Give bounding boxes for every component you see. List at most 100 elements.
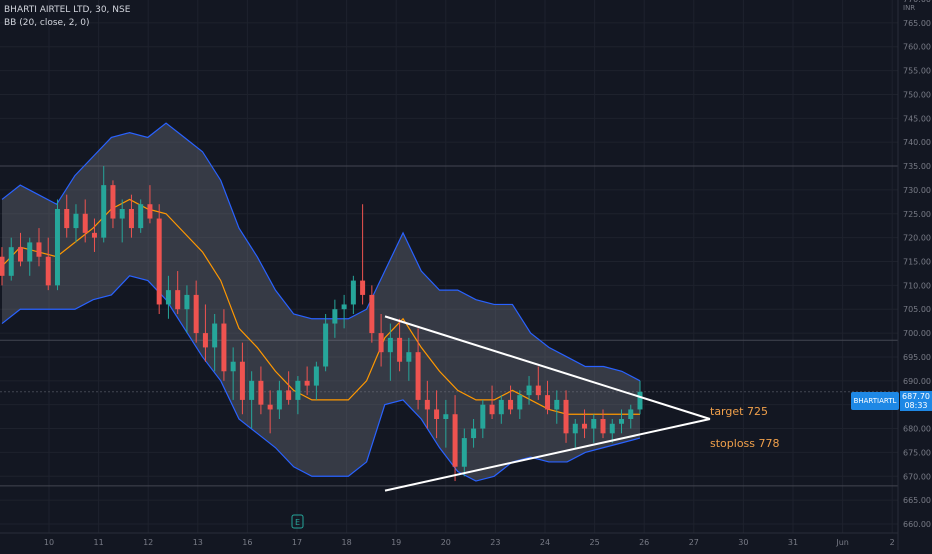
candles <box>0 166 643 482</box>
y-tick-label: 745.00 <box>903 114 931 123</box>
y-tick-label: 690.00 <box>903 377 931 386</box>
candle-body <box>73 213 79 229</box>
candle-body <box>545 395 551 410</box>
candle-body <box>434 409 440 419</box>
candle-body <box>360 280 366 295</box>
earnings-marker-icon <box>291 514 304 529</box>
y-tick-label: 705.00 <box>903 305 931 314</box>
candle-body <box>489 404 495 415</box>
y-tick-label: 675.00 <box>903 448 931 457</box>
x-tick-label: Jun <box>835 538 849 547</box>
candle-body <box>563 399 569 434</box>
y-tick-label: 715.00 <box>903 258 931 267</box>
candle-body <box>387 337 393 353</box>
x-tick-label: 19 <box>391 538 401 547</box>
triangle-lower-line <box>384 418 711 492</box>
candle-body <box>295 380 301 400</box>
earnings-marker: E <box>295 518 300 527</box>
candle-body <box>526 385 532 396</box>
x-tick-label: 18 <box>342 538 352 547</box>
candle-body <box>554 399 560 410</box>
candle-body <box>508 399 514 410</box>
candle-body <box>591 419 597 429</box>
y-tick-label: 670.00 <box>903 472 931 481</box>
candle-body <box>101 185 107 238</box>
upper-band <box>1 122 641 382</box>
y-tick-label: 660.00 <box>903 520 931 529</box>
candle-body <box>637 391 643 410</box>
stoploss-annotation[interactable]: stoploss 778 <box>710 437 780 450</box>
y-tick-label: 740.00 <box>903 138 931 147</box>
candle-body <box>147 204 153 219</box>
triangle-drawing[interactable] <box>384 315 711 492</box>
y-tick-label: 710.00 <box>903 281 931 290</box>
candle-body <box>8 247 14 276</box>
candle-body <box>461 438 467 467</box>
x-tick-label: 11 <box>94 538 104 547</box>
candle-body <box>221 323 227 372</box>
candle-body <box>239 361 245 400</box>
candle-body <box>378 333 384 353</box>
x-tick-label: 23 <box>490 538 500 547</box>
candle-body <box>184 294 190 310</box>
y-tick-label: 760.00 <box>903 43 931 52</box>
candle-body <box>369 294 375 334</box>
y-tick-label: 700.00 <box>903 329 931 338</box>
candle-body <box>471 428 477 439</box>
candle-body <box>619 419 625 424</box>
candle-body <box>424 399 430 410</box>
y-tick-label: 770.00 <box>903 0 931 4</box>
y-tick-label: 755.00 <box>903 67 931 76</box>
candle-body <box>332 309 338 324</box>
legend-title: BHARTI AIRTEL LTD, 30, NSE <box>4 5 131 15</box>
target-annotation[interactable]: target 725 <box>710 405 768 418</box>
y-tick-label: 730.00 <box>903 186 931 195</box>
candle-body <box>582 423 588 429</box>
candle-body <box>397 337 403 362</box>
candle-body <box>91 232 97 238</box>
candle-body <box>138 204 144 229</box>
y-tick-label: 765.00 <box>903 19 931 28</box>
last-price: 687.70 <box>902 392 930 401</box>
chart-grid <box>0 0 898 533</box>
triangle-upper-line <box>384 315 711 420</box>
candle-body <box>267 404 273 410</box>
candle-body <box>406 352 412 362</box>
x-tick-label: 13 <box>193 538 203 547</box>
candle-body <box>341 304 347 310</box>
y-tick-label: 725.00 <box>903 210 931 219</box>
y-tick-label: 720.00 <box>903 234 931 243</box>
candle-body <box>175 290 181 310</box>
candle-body <box>498 399 504 415</box>
candle-body <box>45 256 51 286</box>
candle-body <box>415 352 421 400</box>
y-tick-label: 680.00 <box>903 425 931 434</box>
candle-body <box>54 209 60 286</box>
x-tick-label: 24 <box>540 538 550 547</box>
candle-body <box>36 242 42 257</box>
candle-body <box>286 390 292 400</box>
candle-body <box>517 395 523 410</box>
y-tick-label: 695.00 <box>903 353 931 362</box>
currency-label: INR <box>903 4 916 12</box>
candle-body <box>249 380 255 400</box>
candle-body <box>628 409 634 419</box>
y-tick-label: 750.00 <box>903 90 931 99</box>
chart-legend: BHARTI AIRTEL LTD, 30, NSE BB (20, close… <box>4 4 130 30</box>
candle-body <box>230 361 236 372</box>
bollinger-bands <box>1 122 641 482</box>
candle-body <box>64 209 70 229</box>
x-tick-label: 12 <box>143 538 153 547</box>
countdown: 08:33 <box>904 401 928 410</box>
last-price-badge: 687.70 08:33 <box>900 391 932 411</box>
candle-body <box>443 414 449 419</box>
candle-body <box>480 404 486 429</box>
x-tick-label: 30 <box>738 538 748 547</box>
candle-body <box>128 209 134 229</box>
y-tick-label: 735.00 <box>903 162 931 171</box>
candle-body <box>193 294 199 334</box>
candle-body <box>304 380 310 386</box>
candle-body <box>119 209 125 219</box>
